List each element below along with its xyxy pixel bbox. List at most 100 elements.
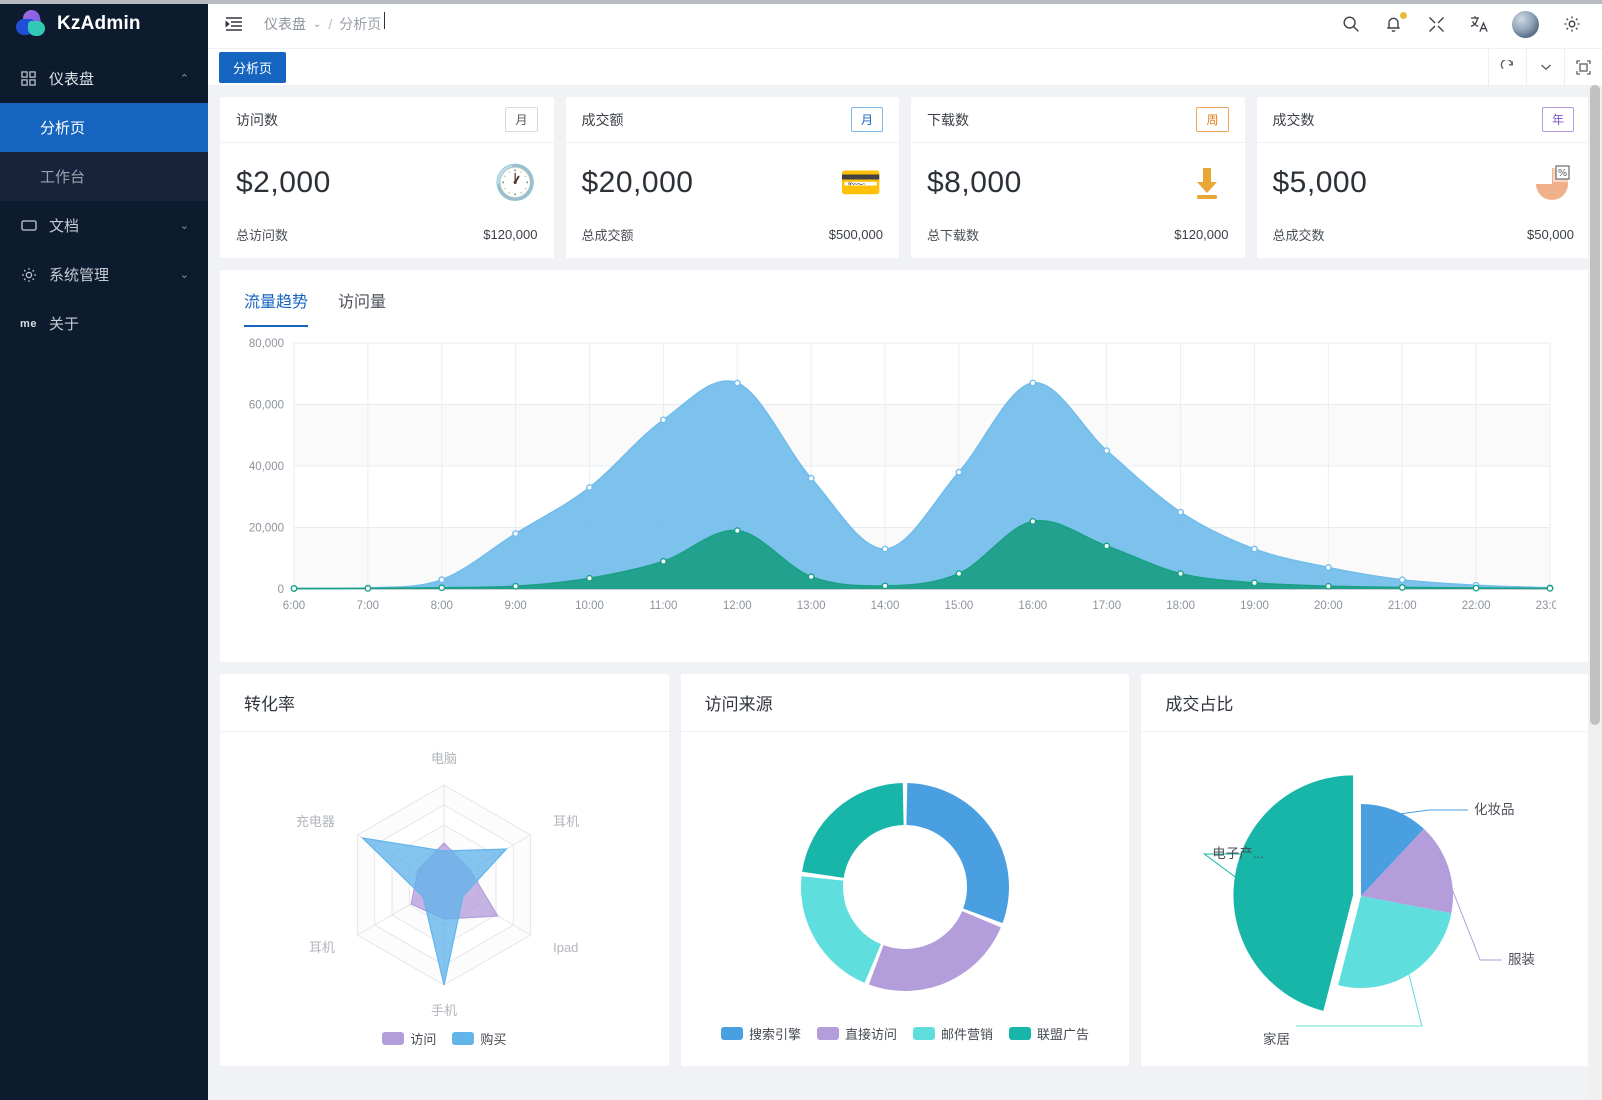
tab-tools <box>1488 48 1602 86</box>
conversion-rate-card: 转化率 电脑 耳机 Ipad 手机 耳机 充电器 访问 购买 <box>220 674 669 1066</box>
card-header: 成交占比 <box>1141 674 1591 732</box>
brand-logo[interactable]: KzAdmin <box>0 0 208 48</box>
fullscreen-icon[interactable] <box>1426 14 1447 35</box>
sidebar: KzAdmin 仪表盘 ⌃ 分析页 工作台 <box>0 0 208 1100</box>
legend-item[interactable]: 直接访问 <box>816 1024 897 1043</box>
translate-icon[interactable] <box>1469 14 1490 35</box>
trend-card: 流量趋势 访问量 0 20,000 40,000 60,000 80,000 6:00 7:… <box>220 270 1590 662</box>
collapse-sidebar-icon[interactable] <box>222 12 246 36</box>
pie-chart-icon: % <box>1530 161 1574 205</box>
svg-text:60,000: 60,000 <box>249 400 284 412</box>
legend-item[interactable]: 联盟广告 <box>1009 1024 1089 1043</box>
legend-swatch <box>816 1026 839 1040</box>
vertical-scrollbar[interactable] <box>1588 85 1602 1100</box>
settings-gear-icon[interactable] <box>1561 14 1582 35</box>
svg-text:家居: 家居 <box>1263 1031 1290 1047</box>
scrollbar-thumb[interactable] <box>1590 85 1600 725</box>
period-badge[interactable]: 周 <box>1196 107 1229 132</box>
sidebar-item-workbench[interactable]: 工作台 <box>0 152 208 201</box>
legend-item[interactable]: 购买 <box>452 1029 506 1048</box>
sidebar-item-label: 工作台 <box>40 169 86 186</box>
svg-text:20:00: 20:00 <box>1314 600 1343 612</box>
breadcrumb-root[interactable]: 仪表盘 <box>264 16 306 32</box>
card-title: 成交占比 <box>1165 695 1234 714</box>
top-header: 仪表盘 ⌄ / 分析页 <box>208 0 1602 48</box>
chevron-down-icon[interactable]: ⌄ <box>313 18 322 30</box>
svg-text:12:00: 12:00 <box>723 600 752 612</box>
main-area: 仪表盘 ⌄ / 分析页 <box>208 0 1602 1100</box>
tab-analysis[interactable]: 分析页 <box>219 51 287 83</box>
visit-source-card: 访问来源 搜索引擎 直接访问 <box>680 674 1130 1066</box>
bell-icon[interactable] <box>1383 11 1407 35</box>
svg-text:11:00: 11:00 <box>649 600 677 612</box>
card-footer: 总下载数 $120,000 <box>911 215 1245 258</box>
stat-card-deals: 成交数 年 $5,000 % <box>1256 97 1591 258</box>
legend-label: 搜索引擎 <box>748 1026 801 1042</box>
card-title: 成交数 <box>1272 111 1315 128</box>
card-footer: 总成交额 $500,000 <box>566 215 900 258</box>
card-footer: 总访问数 $120,000 <box>220 215 554 258</box>
legend-item[interactable]: 邮件营销 <box>913 1024 993 1043</box>
card-body: $8,000 <box>911 143 1245 215</box>
clock-icon: 🕐 <box>494 164 537 202</box>
svg-text:10:00: 10:00 <box>575 600 604 612</box>
area-chart: 0 20,000 40,000 60,000 80,000 6:00 7:00 8:00 9:0… <box>220 327 1590 630</box>
svg-text:15:00: 15:00 <box>945 600 974 612</box>
avatar[interactable] <box>1512 10 1539 38</box>
trend-tab-list: 流量趋势 访问量 <box>220 270 1590 327</box>
sidebar-nav: 仪表盘 ⌃ 分析页 工作台 文档 ⌄ <box>0 54 208 348</box>
stat-card-downloads: 下载数 周 $8,000 总下载数 <box>911 97 1245 258</box>
card-title: 访问数 <box>236 111 278 128</box>
sidebar-item-analysis[interactable]: 分析页 <box>0 103 208 152</box>
sidebar-item-docs[interactable]: 文档 ⌄ <box>0 201 208 250</box>
breadcrumb: 仪表盘 ⌄ / 分析页 <box>264 12 386 34</box>
content-scroll-area[interactable]: 访问数 月 $2,000 🕐 总访问数 $120,000 成交额 <box>208 85 1602 1100</box>
sidebar-item-system[interactable]: 系统管理 ⌄ <box>0 250 208 299</box>
deal-share-card: 成交占比 化妆品 服装 家居 电子产... <box>1141 674 1591 1066</box>
card-header: 访问来源 <box>680 674 1130 732</box>
tab-visits[interactable]: 访问量 <box>338 294 387 311</box>
sidebar-item-dashboard[interactable]: 仪表盘 ⌃ <box>0 54 208 103</box>
stat-value: $20,000 <box>581 166 694 199</box>
svg-text:电脑: 电脑 <box>431 751 457 766</box>
card-title: 访问来源 <box>704 695 773 714</box>
svg-text:电子产...: 电子产... <box>1212 846 1264 861</box>
legend-item[interactable]: 访问 <box>382 1029 436 1048</box>
refresh-icon[interactable] <box>1488 48 1526 86</box>
legend-label: 访问 <box>410 1031 437 1047</box>
svg-text:化妆品: 化妆品 <box>1474 802 1515 817</box>
period-badge[interactable]: 年 <box>1541 107 1574 132</box>
svg-text:Ipad: Ipad <box>553 940 578 955</box>
header-actions <box>1340 10 1588 38</box>
svg-text:充电器: 充电器 <box>296 814 335 829</box>
svg-text:8:00: 8:00 <box>431 600 453 612</box>
svg-text:23:00: 23:00 <box>1536 600 1556 612</box>
period-badge[interactable]: 月 <box>850 107 883 132</box>
chevron-down-icon: ⌄ <box>179 269 189 281</box>
tab-traffic-trend[interactable]: 流量趋势 <box>244 288 309 327</box>
stat-foot-value: $500,000 <box>828 227 883 242</box>
chevron-down-icon: ⌄ <box>179 220 189 232</box>
search-icon[interactable] <box>1340 14 1361 35</box>
radar-legend: 访问 购买 <box>382 1029 506 1054</box>
legend-item[interactable]: 搜索引擎 <box>720 1024 801 1043</box>
svg-text:0: 0 <box>278 584 284 596</box>
svg-text:20,000: 20,000 <box>249 523 284 535</box>
legend-label: 联盟广告 <box>1037 1026 1090 1042</box>
card-body: $5,000 % <box>1257 143 1591 215</box>
legend-label: 购买 <box>480 1031 507 1047</box>
window-top-edge <box>0 0 1602 4</box>
card-footer: 总成交数 $50,000 <box>1257 215 1591 258</box>
card-title: 成交额 <box>581 111 624 128</box>
svg-text:16:00: 16:00 <box>1018 600 1047 612</box>
sidebar-item-about[interactable]: me 关于 <box>0 299 208 348</box>
stat-value: $5,000 <box>1272 166 1368 199</box>
chevron-down-icon[interactable] <box>1526 48 1564 86</box>
legend-swatch <box>382 1031 405 1045</box>
svg-text:%: % <box>1558 168 1568 179</box>
sidebar-item-label: 关于 <box>49 316 80 333</box>
maximize-content-icon[interactable] <box>1564 48 1602 86</box>
sidebar-item-label: 仪表盘 <box>49 71 95 88</box>
period-badge[interactable]: 月 <box>505 107 538 132</box>
